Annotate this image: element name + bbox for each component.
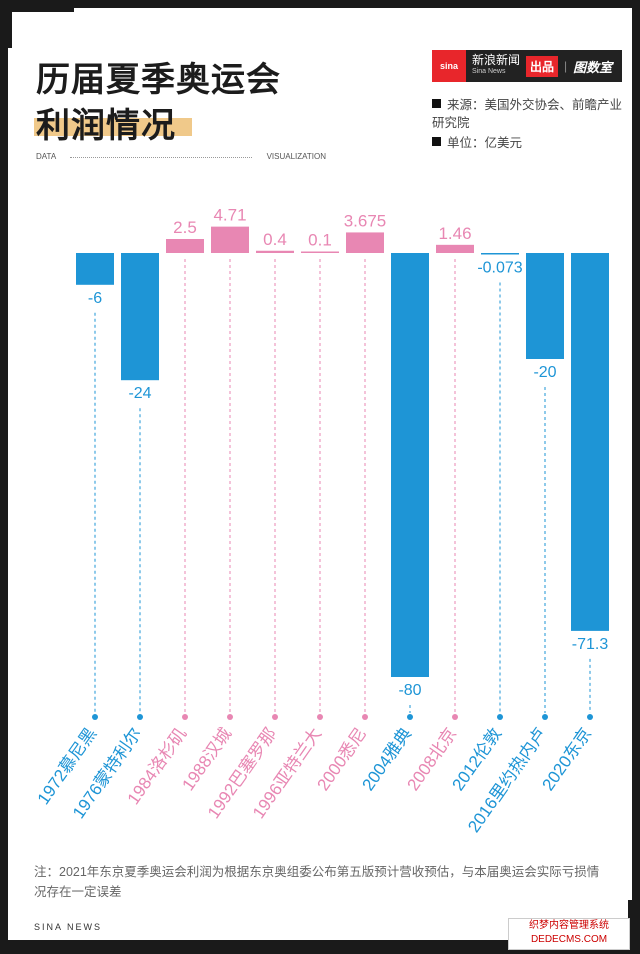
marker-dot (182, 714, 188, 720)
marker-dot (542, 714, 548, 720)
data-label: -20 (533, 364, 556, 381)
bar (166, 239, 204, 253)
bar (481, 253, 519, 255)
data-label: 0.4 (263, 230, 287, 249)
data-label: 4.71 (213, 206, 246, 225)
data-label: -0.073 (477, 260, 522, 277)
marker-dot (407, 714, 413, 720)
data-label: 1.46 (438, 224, 471, 243)
bar (211, 227, 249, 253)
bar (346, 232, 384, 253)
marker-dot (92, 714, 98, 720)
bar (526, 253, 564, 359)
bar (301, 252, 339, 254)
bar-chart: -61972慕尼黑-241976蒙特利尔2.51984洛杉矶4.711988汉城… (0, 0, 640, 954)
watermark: 织梦内容管理系统 DEDECMS.COM (508, 918, 630, 950)
data-label: -71.3 (572, 636, 609, 653)
bar (571, 253, 609, 631)
marker-dot (137, 714, 143, 720)
data-label: -6 (88, 290, 102, 307)
bar (256, 251, 294, 253)
footer-brand: SINA NEWS (34, 922, 102, 932)
data-label: -80 (398, 682, 421, 699)
bar (121, 253, 159, 380)
marker-dot (317, 714, 323, 720)
data-label: 0.1 (308, 231, 332, 250)
marker-dot (272, 714, 278, 720)
marker-dot (497, 714, 503, 720)
bar (391, 253, 429, 677)
marker-dot (587, 714, 593, 720)
marker-dot (227, 714, 233, 720)
marker-dot (452, 714, 458, 720)
marker-dot (362, 714, 368, 720)
footnote: 注：2021年东京夏季奥运会利润为根据东京奥组委公布第五版预计营收预估，与本届奥… (34, 862, 604, 902)
bar (436, 245, 474, 253)
bar (76, 253, 114, 285)
data-label: 2.5 (173, 218, 197, 237)
data-label: -24 (128, 385, 151, 402)
data-label: 3.675 (344, 211, 387, 230)
